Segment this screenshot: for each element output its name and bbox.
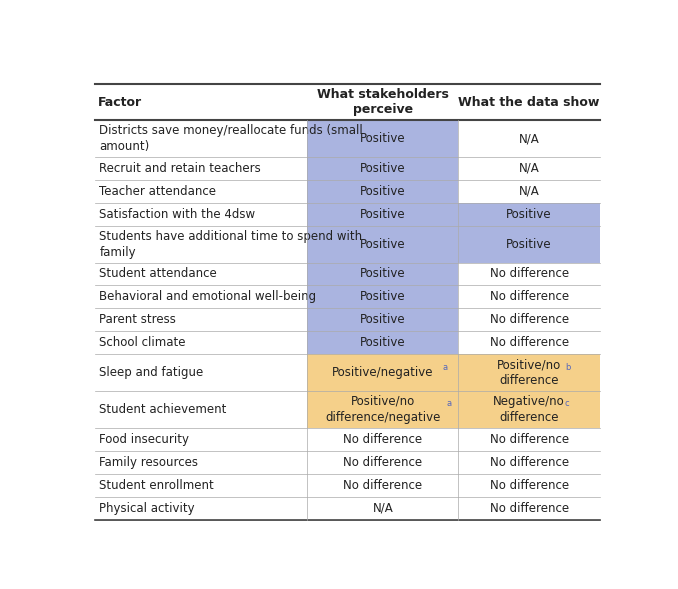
Text: Recruit and retain teachers: Recruit and retain teachers [100, 162, 261, 175]
Text: Positive/negative: Positive/negative [332, 366, 433, 379]
Text: No difference: No difference [343, 456, 422, 469]
Bar [458, 286, 600, 309]
Bar [95, 497, 307, 519]
Bar [95, 157, 307, 180]
Bar [307, 157, 458, 180]
Bar [458, 157, 600, 180]
Bar [307, 309, 458, 332]
Bar [95, 474, 307, 497]
Bar [458, 120, 600, 157]
Text: Student achievement: Student achievement [100, 403, 227, 416]
Bar [458, 428, 600, 451]
Bar [458, 203, 600, 226]
Text: Positive: Positive [360, 132, 405, 145]
Text: Sleep and fatigue: Sleep and fatigue [100, 366, 203, 379]
Text: No difference: No difference [490, 290, 569, 303]
Text: School climate: School climate [100, 336, 186, 349]
Text: c: c [565, 399, 570, 408]
Bar [458, 180, 600, 203]
Text: b: b [565, 363, 570, 372]
Bar [307, 451, 458, 474]
Bar [307, 120, 458, 157]
Text: N/A: N/A [519, 185, 540, 198]
Text: Student attendance: Student attendance [100, 267, 217, 280]
Text: What the data show: What the data show [458, 96, 600, 109]
Bar [95, 355, 307, 391]
Text: Food insecurity: Food insecurity [100, 433, 189, 446]
Bar [95, 203, 307, 226]
Text: Positive: Positive [360, 267, 405, 280]
Bar [307, 226, 458, 263]
Text: Positive: Positive [360, 237, 405, 251]
Bar [95, 428, 307, 451]
Bar [307, 332, 458, 355]
Text: Teacher attendance: Teacher attendance [100, 185, 216, 198]
Bar [458, 263, 600, 286]
Bar [307, 428, 458, 451]
Bar [95, 226, 307, 263]
Text: No difference: No difference [490, 313, 569, 326]
Text: No difference: No difference [490, 336, 569, 349]
Text: N/A: N/A [372, 502, 393, 515]
Text: Positive: Positive [360, 336, 405, 349]
Text: Positive/no
difference: Positive/no difference [497, 358, 561, 387]
Text: Positive: Positive [360, 290, 405, 303]
Text: Positive: Positive [360, 313, 405, 326]
Text: Factor: Factor [98, 96, 142, 109]
Text: Family resources: Family resources [100, 456, 199, 469]
Text: Positive: Positive [360, 185, 405, 198]
Bar [95, 263, 307, 286]
Text: Positive: Positive [360, 208, 405, 221]
Text: Parent stress: Parent stress [100, 313, 176, 326]
Text: Districts save money/reallocate funds (small
amount): Districts save money/reallocate funds (s… [100, 124, 363, 153]
Text: No difference: No difference [490, 456, 569, 469]
Bar [95, 391, 307, 428]
Text: Satisfaction with the 4dsw: Satisfaction with the 4dsw [100, 208, 256, 221]
Bar [458, 355, 600, 391]
Bar [307, 180, 458, 203]
Text: Behavioral and emotional well-being: Behavioral and emotional well-being [100, 290, 317, 303]
Bar [458, 309, 600, 332]
Text: No difference: No difference [343, 433, 422, 446]
Text: a: a [442, 363, 447, 372]
Text: Student enrollment: Student enrollment [100, 479, 214, 492]
Bar [458, 332, 600, 355]
Bar [307, 497, 458, 519]
Text: Physical activity: Physical activity [100, 502, 195, 515]
Text: Positive: Positive [360, 162, 405, 175]
Bar [95, 332, 307, 355]
Bar [307, 263, 458, 286]
Bar [307, 355, 458, 391]
Bar [95, 120, 307, 157]
Text: No difference: No difference [490, 502, 569, 515]
Text: Positive/no
difference/negative: Positive/no difference/negative [325, 395, 441, 424]
Bar [458, 474, 600, 497]
Text: N/A: N/A [519, 132, 540, 145]
Text: a: a [447, 399, 452, 408]
Bar [307, 474, 458, 497]
Text: No difference: No difference [490, 433, 569, 446]
Bar [95, 309, 307, 332]
Text: Negative/no
difference: Negative/no difference [493, 395, 565, 424]
Text: No difference: No difference [343, 479, 422, 492]
Bar [307, 203, 458, 226]
Bar [95, 286, 307, 309]
Text: What stakeholders
perceive: What stakeholders perceive [317, 88, 449, 116]
Bar [458, 226, 600, 263]
Bar [458, 391, 600, 428]
Text: Positive: Positive [506, 237, 552, 251]
Bar [458, 451, 600, 474]
Text: No difference: No difference [490, 267, 569, 280]
Text: Students have additional time to spend with
family: Students have additional time to spend w… [100, 230, 363, 259]
Text: No difference: No difference [490, 479, 569, 492]
Bar [95, 180, 307, 203]
Bar [458, 497, 600, 519]
Bar [307, 391, 458, 428]
Bar [307, 286, 458, 309]
Text: Positive: Positive [506, 208, 552, 221]
Bar [95, 451, 307, 474]
Text: N/A: N/A [519, 162, 540, 175]
